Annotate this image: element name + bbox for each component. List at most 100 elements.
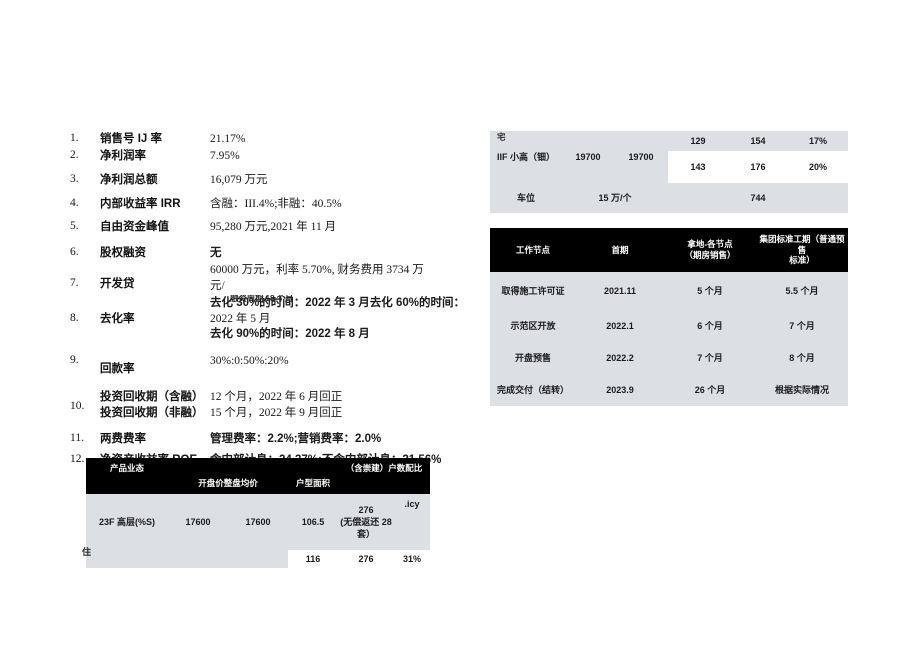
value-line: 30%:0:50%:20%: [210, 354, 289, 367]
list-item-number: 7.: [70, 277, 79, 290]
list-item-label: 净利润总额: [100, 174, 158, 187]
list-item-label: 净利润率: [100, 149, 146, 162]
value-line: 16,079 万元: [210, 174, 268, 187]
cell-average-price: [228, 550, 289, 568]
cell-average-price: 19700: [614, 131, 668, 183]
unit-count-note2: 套）: [357, 529, 376, 540]
table-row: 完成交付（结转） 2023.9 26 个月 根据实际情况: [490, 374, 848, 406]
stray-character-top: 宅: [497, 132, 506, 142]
cell-unit-count: 276: [338, 550, 395, 568]
list-item-value: 60000 万元，利率 5.70%, 财务费用 3734 万 元/: [210, 263, 490, 294]
list-item: 11. 两费费率 管理费率：2.2%;营销费率：2.0%: [70, 432, 490, 448]
list-item-value: 7.95%: [210, 149, 490, 165]
column-header-work-node: 工作节点: [490, 228, 576, 272]
cell-standard-duration: 5.5 个月: [756, 272, 848, 310]
cell-unit-area: 106.5: [288, 494, 339, 550]
cell-duration: 5 个月: [664, 272, 756, 310]
value-line: 去化 90%的时间：2022 年 8 月: [210, 328, 370, 341]
cell-duration: 6 个月: [664, 310, 756, 342]
cell-unit-area: 116: [288, 550, 339, 568]
header-line-1: 拿地-各节点: [687, 239, 733, 250]
cell-unit-ratio: 17%: [788, 131, 848, 151]
list-item-label: 开发贷: [100, 278, 135, 291]
list-item-value: 管理费率：2.2%;营销费率：2.0%: [210, 432, 490, 448]
list-item: 9. 回款率 30%:0:50%:20%: [70, 354, 490, 378]
list-item: 6. 股权融资 无: [70, 246, 490, 262]
cell-product-type: 23F 高层(%S): [86, 494, 168, 550]
table-row: 143 176 20%: [490, 151, 848, 183]
table-row: 开盘预售 2022.2 7 个月 8 个月: [490, 342, 848, 374]
list-item-value: 含融：III.4%;非融：40.5%: [210, 197, 490, 213]
column-header-unit-ratio: （含崇建）户数配比: [338, 458, 431, 494]
cell-unit-count: 176: [728, 151, 788, 183]
cell-unit-area: 143: [668, 151, 728, 183]
list-item-value: 12 个月，2022 年 6 月回正 15 个月，2022 年 9 月回正: [210, 390, 490, 421]
cell-product-type: IIF 小高（钿）: [490, 131, 562, 183]
column-header-first-phase: 首期: [576, 228, 664, 272]
list-item-number: 11.: [70, 432, 84, 445]
column-header-land-to-node: 拿地-各节点 （期房销售）: [664, 228, 756, 272]
cell-work-node: 取得施工许可证: [490, 272, 576, 310]
value-line: 95,280 万元,2021 年 11 月: [210, 221, 337, 234]
cell-parking-count: 744: [668, 183, 848, 213]
value-line: 含融：III.4%;非融：40.5%: [210, 197, 342, 210]
value-line: 元/: [210, 279, 225, 292]
value-line: 2022 年 5 月: [210, 312, 271, 325]
list-item-value: 30%:0:50%:20%: [210, 354, 490, 370]
cell-duration: 26 个月: [664, 374, 756, 406]
list-item-number: 4.: [70, 196, 79, 209]
list-item-label: 内部收益率 IRR: [100, 197, 181, 210]
value-line: 无: [210, 246, 222, 259]
list-item: 1. 销售号 IJ 率 21.17%: [70, 132, 490, 148]
unit-count-value: 276: [358, 504, 374, 515]
cell-opening-price: [168, 550, 228, 568]
cell-first-phase-date: 2023.9: [576, 374, 664, 406]
column-header-group-standard: 集团标准工期（普通预售 标准）: [756, 228, 848, 272]
product-mix-table: 产品业态 开盘价整盘均价 户型面积 （含崇建）户数配比 23F 高层(%S) 1…: [86, 458, 431, 568]
table-header-row: 工作节点 首期 拿地-各节点 （期房销售） 集团标准工期（普通预售 标准）: [490, 228, 848, 272]
list-item-label: 去化率: [100, 313, 135, 326]
list-item-number: 2.: [70, 148, 79, 161]
value-line: 去化 30%的时间：2022 年 3 月去化 60%的时间：: [210, 297, 465, 310]
list-item: 4. 内部收益率 IRR 含融：III.4%;非融：40.5%: [70, 197, 490, 213]
list-item: 8. 去化率 去化 30%的时间：2022 年 3 月去化 60%的时间： 20…: [70, 296, 490, 343]
unit-count-note: (无偿返还 28: [340, 516, 392, 527]
column-header-unit-area: 户型面积: [288, 458, 339, 494]
stray-character-left: 住: [82, 547, 92, 557]
list-item-number: 5.: [70, 220, 79, 233]
cell-standard-duration: 8 个月: [756, 342, 848, 374]
cell-unit-count: 154: [728, 131, 788, 151]
header-line-2: （期房销售）: [684, 250, 736, 260]
list-item-value: 16,079 万元: [210, 173, 490, 189]
value-line: 12 个月，2022 年 6 月回正: [210, 391, 343, 404]
table-row: 116 276 31%: [86, 550, 431, 568]
cell-unit-count: 276 (无偿返还 28 套）: [338, 494, 395, 550]
list-item-number: 8.: [70, 312, 79, 325]
list-item-label: 股权融资: [100, 246, 146, 259]
header-line-2: 标准）: [789, 255, 815, 266]
list-item-number: 12.: [70, 452, 85, 465]
cell-first-phase-date: 2021.11: [576, 272, 664, 310]
cell-unit-ratio: 20%: [788, 151, 848, 183]
list-item-number: 3.: [70, 173, 79, 186]
unit-detail-table: IIF 小高（钿） 19700 19700 129 154 17% 143 17…: [490, 131, 848, 213]
cell-first-phase-date: 2022.1: [576, 310, 664, 342]
cell-unit-ratio: 31%: [394, 550, 431, 568]
list-item-value: 去化 30%的时间：2022 年 3 月去化 60%的时间： 2022 年 5 …: [210, 296, 490, 343]
value-line: 60000 万元，利率 5.70%, 财务费用 3734 万: [210, 264, 424, 277]
cell-unit-ratio: .icy: [394, 494, 431, 550]
list-item-number: 6.: [70, 245, 79, 258]
list-item-value: 21.17%: [210, 132, 490, 148]
table-row: IIF 小高（钿） 19700 19700 129 154 17%: [490, 131, 848, 183]
list-item: 3. 净利润总额 16,079 万元: [70, 173, 490, 189]
list-item-value: 无: [210, 246, 490, 262]
table-row: 车位 15 万/个 744: [490, 183, 848, 213]
clipped-text-artifact: 融资周期 18 个月: [230, 295, 294, 302]
cell-parking-price: 15 万/个: [562, 183, 668, 213]
value-line: 管理费率：2.2%;营销费率：2.0%: [210, 433, 382, 446]
cell-standard-duration: 根据实际情况: [756, 374, 848, 406]
list-item: 2. 净利润率 7.95%: [70, 149, 490, 165]
column-header-product-type: 产品业态: [86, 458, 168, 494]
list-item-label: 自由资金峰值: [100, 221, 169, 234]
header-line-1: 集团标准工期（普通预售: [759, 234, 845, 255]
